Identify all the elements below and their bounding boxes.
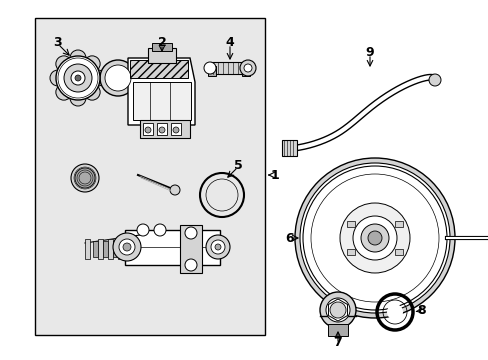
Circle shape [210, 240, 224, 254]
Bar [148, 48, 176, 63]
Bar [108, 239, 113, 259]
Circle shape [145, 127, 151, 133]
Bar [128, 239, 133, 259]
Circle shape [113, 233, 141, 261]
Circle shape [137, 224, 149, 236]
Circle shape [294, 158, 454, 318]
Bar [93, 241, 98, 257]
Circle shape [329, 302, 346, 318]
Circle shape [70, 90, 86, 106]
Circle shape [84, 56, 100, 72]
Circle shape [71, 164, 99, 192]
Circle shape [71, 71, 85, 85]
Polygon shape [130, 60, 187, 78]
Circle shape [154, 224, 165, 236]
Circle shape [64, 64, 92, 92]
Text: 1: 1 [270, 168, 279, 181]
Bar [85, 239, 90, 259]
Text: 4: 4 [225, 36, 234, 49]
Circle shape [70, 50, 86, 66]
Circle shape [244, 64, 251, 72]
Circle shape [170, 185, 180, 195]
Bar [346, 221, 354, 227]
Circle shape [84, 84, 100, 100]
Circle shape [299, 163, 449, 313]
Bar [35, 18, 264, 335]
Bar [346, 249, 354, 255]
Bar [394, 249, 403, 255]
Polygon shape [128, 58, 195, 125]
Bar [125, 230, 220, 265]
Circle shape [105, 65, 131, 91]
Circle shape [159, 127, 164, 133]
Bar [282, 140, 296, 156]
Text: 6: 6 [285, 231, 294, 244]
Circle shape [173, 127, 179, 133]
Circle shape [123, 243, 131, 251]
Circle shape [215, 244, 221, 250]
Circle shape [339, 203, 409, 273]
Circle shape [319, 292, 355, 328]
Circle shape [205, 235, 229, 259]
Bar [142, 123, 153, 135]
Text: 9: 9 [365, 45, 373, 59]
Bar [103, 241, 108, 257]
Bar [242, 66, 249, 76]
Bar [157, 123, 167, 135]
Circle shape [184, 259, 197, 271]
Bar [394, 221, 403, 227]
Text: 2: 2 [157, 36, 166, 49]
Bar [140, 120, 190, 138]
Bar [133, 82, 191, 120]
Circle shape [56, 56, 72, 72]
Circle shape [386, 304, 402, 320]
Circle shape [303, 166, 446, 310]
Bar [118, 239, 123, 259]
Bar [209, 62, 244, 74]
Circle shape [428, 74, 440, 86]
Bar [152, 43, 172, 51]
Text: 8: 8 [417, 303, 426, 316]
Circle shape [56, 56, 100, 100]
Bar [327, 324, 347, 336]
Text: 5: 5 [233, 158, 242, 171]
Circle shape [90, 70, 106, 86]
Circle shape [360, 224, 388, 252]
Circle shape [240, 60, 256, 76]
Circle shape [184, 227, 197, 239]
Circle shape [50, 70, 66, 86]
Circle shape [75, 168, 95, 188]
Circle shape [352, 216, 396, 260]
Bar [180, 225, 202, 273]
Text: 3: 3 [54, 36, 62, 49]
Circle shape [56, 84, 72, 100]
Bar [123, 241, 128, 257]
Bar [171, 123, 181, 135]
Bar [207, 66, 216, 76]
Circle shape [367, 231, 381, 245]
Circle shape [325, 298, 349, 322]
Text: 7: 7 [333, 336, 342, 348]
Circle shape [100, 60, 136, 96]
Circle shape [75, 75, 81, 81]
Bar [113, 241, 118, 257]
Bar [98, 239, 103, 259]
Circle shape [203, 62, 216, 74]
Circle shape [119, 239, 135, 255]
